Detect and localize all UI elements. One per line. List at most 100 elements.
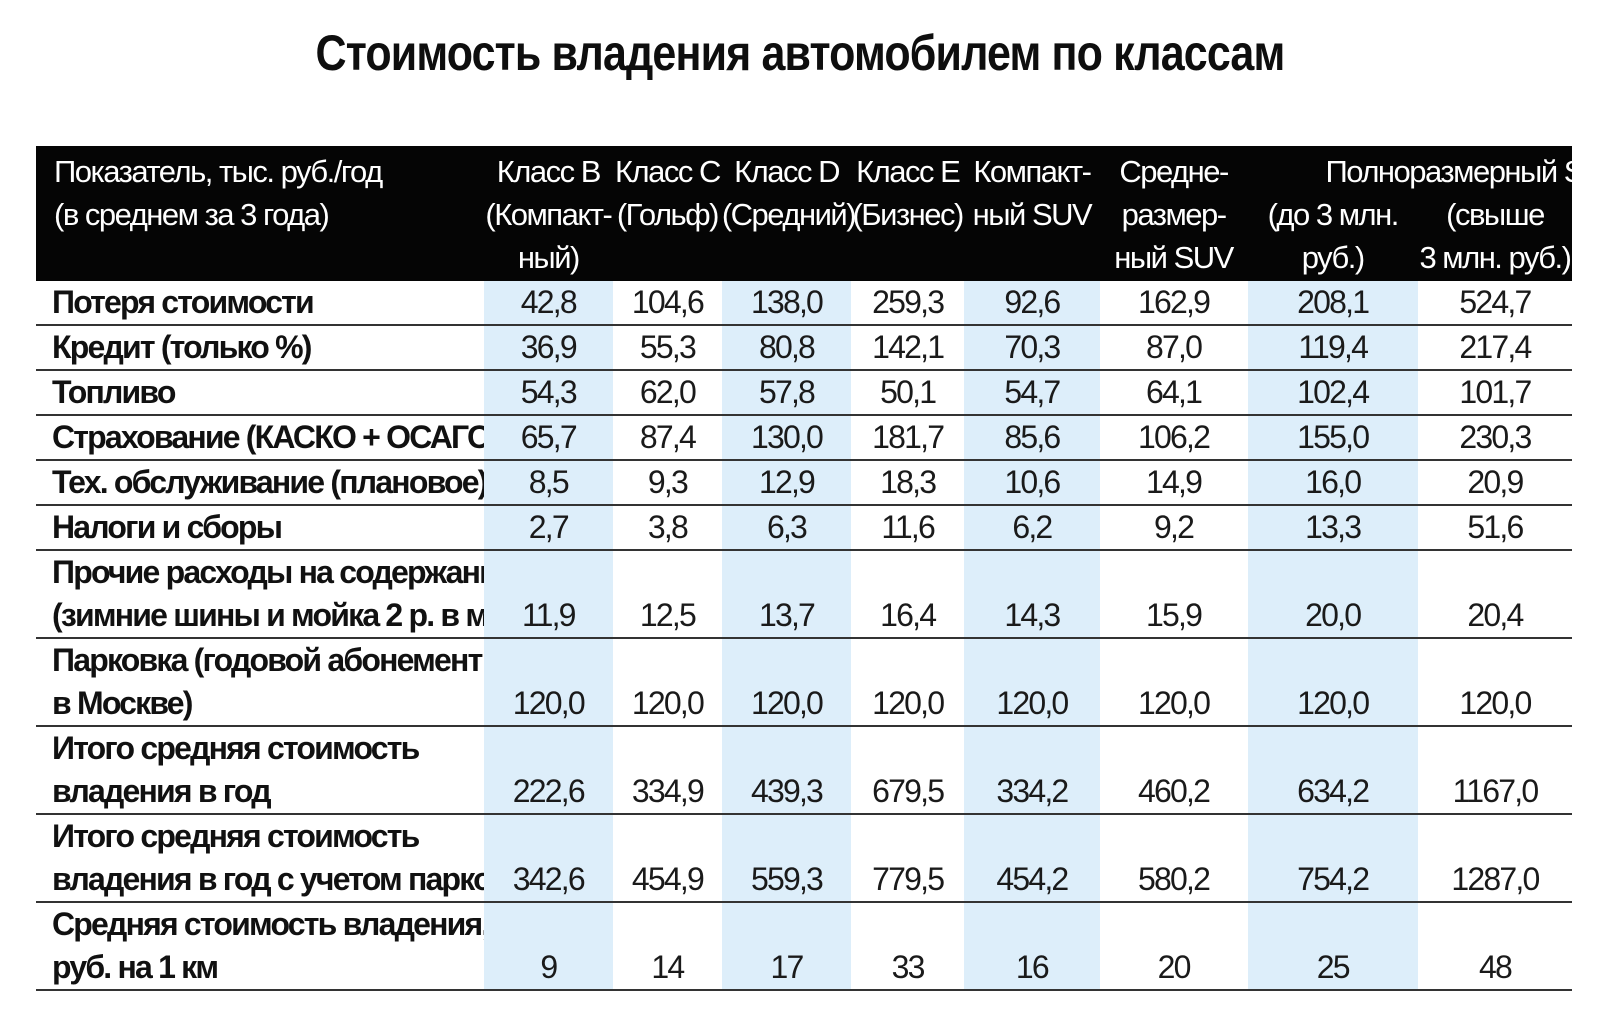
header-line-fullsize-suv: Полноразмерный SUV xyxy=(1325,154,1600,189)
value-cell: 162,9 xyxy=(1099,281,1248,326)
row-label-line: Налоги и сборы xyxy=(52,509,283,545)
value-cell: 11,9 xyxy=(483,550,614,639)
value-cell: 42,8 xyxy=(483,281,614,326)
value-cell: 1167,0 xyxy=(1417,726,1572,815)
value-cell: 65,7 xyxy=(483,415,614,461)
value-cell: 6,2 xyxy=(964,505,1100,551)
row-label: Топливо xyxy=(36,370,484,416)
row-label: Тех. обслуживание (плановое) xyxy=(36,460,484,506)
table-row: Средняя стоимость владения, руб. на 1 км 9… xyxy=(36,902,1572,991)
header-class-d: Класс D (Средний) xyxy=(721,146,857,281)
value-cell: 334,9 xyxy=(613,726,722,815)
value-cell: 259,3 xyxy=(851,281,965,326)
value-cell: 779,5 xyxy=(851,814,965,903)
value-cell: 9,2 xyxy=(1099,505,1248,551)
row-label-line: Топливо xyxy=(52,374,176,410)
table-row: Топливо 54,3 62,0 57,8 50,1 54,7 64,1 102,4 101,… xyxy=(36,370,1572,416)
value-cell: 208,1 xyxy=(1247,281,1418,326)
row-label: Итого средняя стоимость владения в год с … xyxy=(36,814,484,903)
header-indicator: Показатель, тыс. руб./год (в среднем за … xyxy=(36,146,484,281)
header-midsize-suv: Средне- размер- ный SUV xyxy=(1099,146,1248,281)
header-line: ный SUV xyxy=(972,197,1093,232)
value-cell: 230,3 xyxy=(1417,415,1572,461)
row-label-line: в Москве) xyxy=(52,685,193,721)
header-compact-suv: Компакт- ный SUV xyxy=(964,146,1100,281)
header-line: Компакт- xyxy=(973,154,1092,189)
value-cell: 51,6 xyxy=(1417,505,1572,551)
header-line: (свыше xyxy=(1446,197,1545,232)
value-cell: 33 xyxy=(851,902,965,991)
header-line: (Средний) xyxy=(721,197,857,232)
value-cell: 106,2 xyxy=(1099,415,1248,461)
header-line: Класс B xyxy=(496,154,602,189)
value-cell: 3,8 xyxy=(613,505,722,551)
value-cell: 120,0 xyxy=(613,638,722,727)
value-cell: 11,6 xyxy=(851,505,965,551)
value-cell: 120,0 xyxy=(721,638,852,727)
row-label-line: Тех. обслуживание (плановое) xyxy=(52,464,484,500)
value-cell: 87,4 xyxy=(613,415,722,461)
value-cell: 20,0 xyxy=(1247,550,1418,639)
value-cell: 13,7 xyxy=(721,550,852,639)
header-fullsize-suv-under-3m: Полноразмерный SUV (до 3 млн. руб.) xyxy=(1247,146,1600,281)
row-label-line: владения в год с учетом парковки xyxy=(52,861,484,897)
value-cell: 54,3 xyxy=(483,370,614,416)
value-cell: 50,1 xyxy=(851,370,965,416)
header-line: (Бизнес) xyxy=(852,197,964,232)
value-cell: 334,2 xyxy=(964,726,1100,815)
row-label-line: Итого средняя стоимость xyxy=(52,818,420,854)
value-cell: 36,9 xyxy=(483,325,614,371)
value-cell: 12,9 xyxy=(721,460,852,506)
value-cell: 460,2 xyxy=(1099,726,1248,815)
row-label-line: Парковка (годовой абонемент xyxy=(52,642,483,678)
value-cell: 454,9 xyxy=(613,814,722,903)
table-header-row: Показатель, тыс. руб./год (в среднем за … xyxy=(36,146,1600,281)
value-cell: 85,6 xyxy=(964,415,1100,461)
value-cell: 6,3 xyxy=(721,505,852,551)
value-cell: 18,3 xyxy=(851,460,965,506)
row-label-line: Кредит (только %) xyxy=(52,329,312,365)
value-cell: 142,1 xyxy=(851,325,965,371)
value-cell: 130,0 xyxy=(721,415,852,461)
value-cell: 155,0 xyxy=(1247,415,1418,461)
table-row: Парковка (годовой абонемент в Москве) 120,… xyxy=(36,638,1572,727)
row-label: Налоги и сборы xyxy=(36,505,484,551)
row-label-line: Итого средняя стоимость xyxy=(52,730,420,766)
header-class-e: Класс E (Бизнес) xyxy=(851,146,964,281)
table-row: Налоги и сборы 2,7 3,8 6,3 11,6 6,2 9,2 13,3 51,… xyxy=(36,505,1572,551)
value-cell: 101,7 xyxy=(1417,370,1572,416)
value-cell: 17 xyxy=(721,902,852,991)
row-label: Страхование (КАСКО + ОСАГО) xyxy=(36,415,484,461)
value-cell: 25 xyxy=(1247,902,1418,991)
header-line: руб.) xyxy=(1301,240,1365,275)
value-cell: 16 xyxy=(964,902,1100,991)
ownership-cost-table: Показатель, тыс. руб./год (в среднем за … xyxy=(36,146,1600,991)
value-cell: 14,9 xyxy=(1099,460,1248,506)
table-row: Кредит (только %) 36,9 55,3 80,8 142,1 70,3 87… xyxy=(36,325,1572,371)
header-line: (в среднем за 3 года) xyxy=(54,197,330,232)
value-cell: 80,8 xyxy=(721,325,852,371)
value-cell: 10,6 xyxy=(964,460,1100,506)
row-label-line: руб. на 1 км xyxy=(52,949,219,985)
header-line: 3 млн. руб.) xyxy=(1419,240,1572,275)
value-cell: 12,5 xyxy=(613,550,722,639)
value-cell: 524,7 xyxy=(1417,281,1572,326)
value-cell: 120,0 xyxy=(1417,638,1572,727)
value-cell: 679,5 xyxy=(851,726,965,815)
header-fullsize-suv-over-3m: (свыше 3 млн. руб.) xyxy=(1417,146,1572,281)
value-cell: 14,3 xyxy=(964,550,1100,639)
value-cell: 2,7 xyxy=(483,505,614,551)
table-row: Итого средняя стоимость владения в год с … xyxy=(36,814,1572,903)
header-line: Класс C xyxy=(614,154,721,189)
value-cell: 48 xyxy=(1417,902,1572,991)
page-title: Стоимость владения автомобилем по класса… xyxy=(315,25,1286,81)
header-line: (Компакт- xyxy=(485,197,612,232)
row-label-line: Средняя стоимость владения, xyxy=(52,906,484,942)
value-cell: 181,7 xyxy=(851,415,965,461)
value-cell: 580,2 xyxy=(1099,814,1248,903)
row-label: Кредит (только %) xyxy=(36,325,484,371)
row-label: Потеря стоимости xyxy=(36,281,484,326)
header-line: ный SUV xyxy=(1114,240,1234,275)
table-row: Итого средняя стоимость владения в год 222… xyxy=(36,726,1572,815)
value-cell: 57,8 xyxy=(721,370,852,416)
